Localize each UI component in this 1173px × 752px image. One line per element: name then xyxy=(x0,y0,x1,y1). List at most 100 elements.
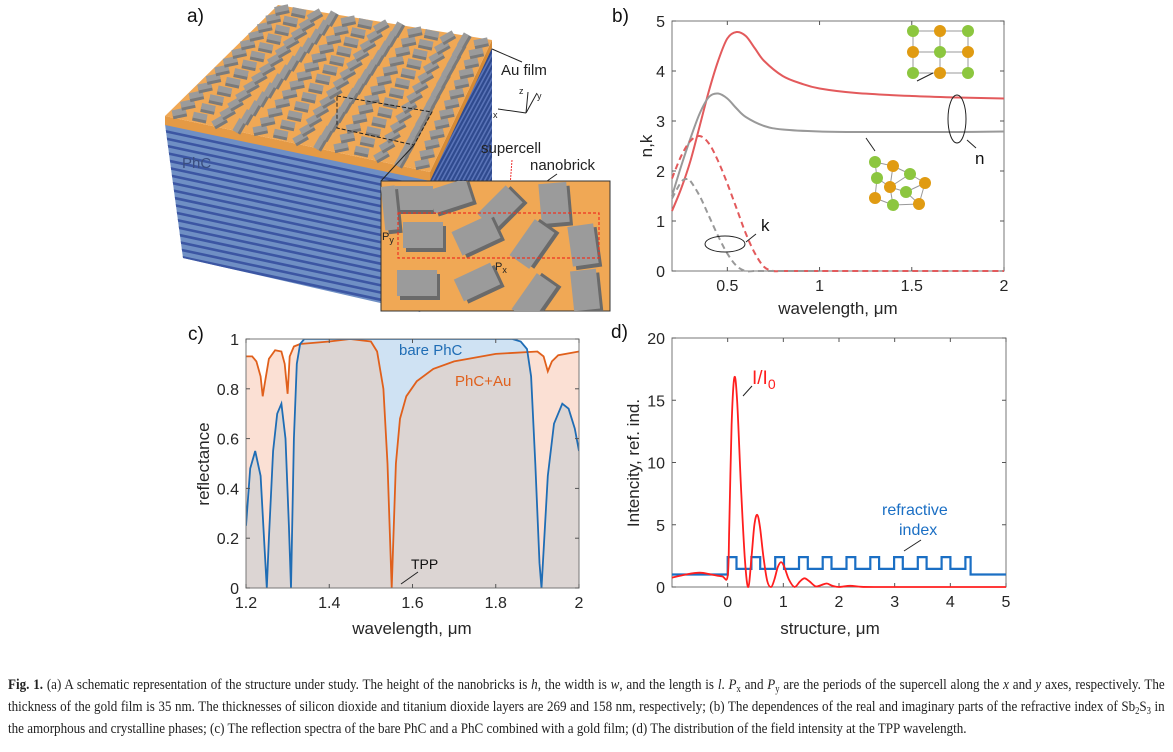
y-tick-label: 0 xyxy=(656,264,665,281)
nanobrick xyxy=(225,76,241,89)
caption-segment: , the width is xyxy=(537,676,611,693)
nanobrick xyxy=(388,55,405,67)
nanobrick xyxy=(473,37,489,50)
intensity-annotation: I/I0 xyxy=(752,368,776,392)
nanobrick xyxy=(333,24,349,37)
nanobrick xyxy=(453,77,470,90)
nanobrick xyxy=(403,222,446,252)
y-tick-label: 5 xyxy=(656,518,665,535)
caption-segment: P xyxy=(767,676,776,693)
y-tick-label: 1 xyxy=(656,214,665,231)
caption-segment: x xyxy=(1003,676,1009,693)
atom xyxy=(934,46,946,58)
nanobrick xyxy=(296,69,313,82)
y-tick-label: 1 xyxy=(230,332,239,349)
nanobrick xyxy=(417,38,434,51)
x-tick-label: 5 xyxy=(1002,594,1011,611)
atom xyxy=(904,168,916,180)
panel-label-c: c) xyxy=(188,324,204,345)
phc-au-annotation: PhC+Au xyxy=(455,373,511,390)
crystal-lattice-icon xyxy=(907,25,974,79)
nanobrick xyxy=(333,141,349,154)
caption-segment: and xyxy=(1008,676,1036,693)
nanobrick xyxy=(257,41,274,54)
atom xyxy=(934,67,946,79)
atom xyxy=(907,67,919,79)
nanobrick xyxy=(376,74,392,87)
nanobrick xyxy=(280,119,296,132)
atom xyxy=(907,25,919,37)
nanobrick xyxy=(429,128,445,140)
series-line-n-crystalline xyxy=(671,30,1005,212)
series-line-n-amorphous xyxy=(671,92,1005,197)
caption-segment: and xyxy=(740,676,768,693)
k-pointer xyxy=(745,233,757,243)
atom xyxy=(907,46,919,58)
atom xyxy=(962,46,974,58)
nanobrick xyxy=(397,270,440,300)
inset-zoom: Py Px xyxy=(380,180,611,312)
nanobrick xyxy=(370,83,386,96)
axis-x-label: x xyxy=(493,110,498,120)
refractive-annotation-line2: index xyxy=(899,522,937,539)
atom xyxy=(934,25,946,37)
nanobrick xyxy=(424,138,440,150)
x-tick-label: 1.2 xyxy=(235,595,257,612)
nanobrick xyxy=(287,110,303,122)
nanobrick xyxy=(350,27,366,39)
x-tick-label: 2 xyxy=(835,594,844,611)
nanobrick xyxy=(394,77,411,90)
n-pointer xyxy=(966,139,977,149)
nanobrick xyxy=(322,64,338,76)
nanobrick xyxy=(301,91,317,104)
nanobrick xyxy=(233,68,249,80)
atom xyxy=(962,67,974,79)
nanobrick xyxy=(357,103,374,115)
nanobrick xyxy=(412,48,428,61)
amorphous-pointer xyxy=(865,137,876,152)
nanobrick xyxy=(315,73,331,86)
nanobrick xyxy=(451,214,505,259)
x-tick-label: 0 xyxy=(723,594,732,611)
caption-segment: P xyxy=(728,676,737,693)
nanobrick xyxy=(439,107,455,120)
plot-area-d xyxy=(671,337,1007,588)
y-tick-label: 0.2 xyxy=(217,531,239,548)
k-ellipse xyxy=(704,235,746,253)
inset-nanobricks xyxy=(381,181,604,311)
atom xyxy=(900,186,912,198)
nanobrick xyxy=(308,82,324,95)
x-tick-label: 2 xyxy=(1000,278,1009,295)
atom xyxy=(869,156,881,168)
nanobrick xyxy=(538,181,574,228)
nanobrick xyxy=(400,35,417,48)
nanobrick xyxy=(390,21,406,38)
y-tick-label: 0.4 xyxy=(217,481,239,498)
nanobrick xyxy=(282,15,299,28)
axis-triad: x z y xyxy=(493,86,542,120)
nanobrick-array xyxy=(171,4,489,171)
n-annotation: n xyxy=(975,149,984,168)
zoom-line xyxy=(380,144,415,182)
atom xyxy=(919,177,931,189)
nanobrick xyxy=(406,58,422,70)
panel-label-a: a) xyxy=(187,6,204,27)
caption-segment: x xyxy=(736,684,741,695)
atom xyxy=(871,172,883,184)
nanobrick xyxy=(345,122,362,134)
nanobrick xyxy=(266,33,282,45)
nanobrick xyxy=(423,29,440,41)
y-tick-label: 4 xyxy=(656,64,665,81)
supercell-label: supercell xyxy=(481,140,541,157)
nanobrick xyxy=(377,106,393,119)
nanobrick xyxy=(249,50,266,63)
y-tick-label: 10 xyxy=(647,456,665,473)
nanobrick xyxy=(569,268,604,311)
caption-segment: (a) A schematic representation of the st… xyxy=(43,676,532,693)
phc-layer xyxy=(165,126,430,192)
phc-label: PhC xyxy=(182,155,211,172)
nanobrick xyxy=(252,124,269,137)
nanobrick xyxy=(509,218,560,269)
caption-segment: 3 xyxy=(1146,706,1151,717)
caption-segment: y xyxy=(775,684,780,695)
